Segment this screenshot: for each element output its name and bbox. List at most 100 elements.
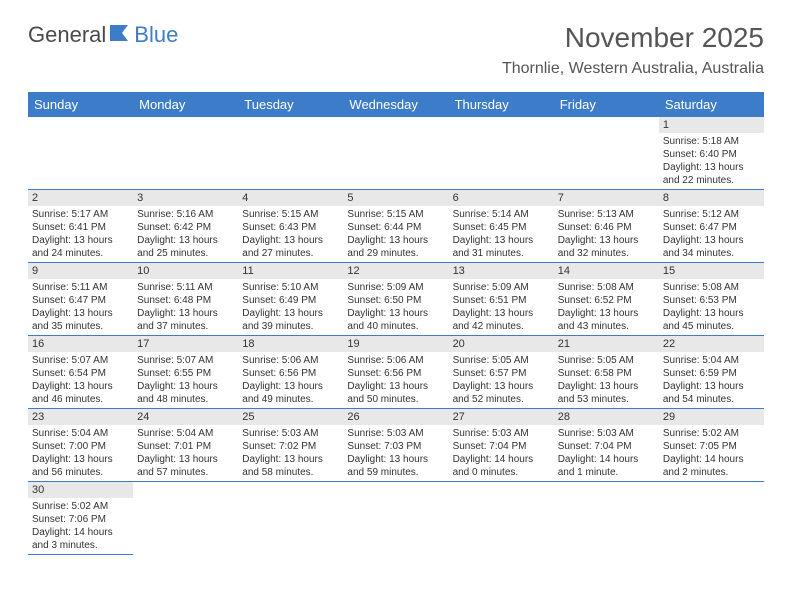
sunset-text: Sunset: 6:55 PM (137, 367, 234, 380)
day-info: Sunrise: 5:04 AMSunset: 6:59 PMDaylight:… (659, 352, 764, 408)
calendar-table: SundayMondayTuesdayWednesdayThursdayFrid… (28, 92, 764, 555)
sunset-text: Sunset: 6:56 PM (242, 367, 339, 380)
sunrise-text: Sunrise: 5:03 AM (453, 427, 550, 440)
day-header: Saturday (659, 92, 764, 117)
sunrise-text: Sunrise: 5:14 AM (453, 208, 550, 221)
calendar-cell: 10Sunrise: 5:11 AMSunset: 6:48 PMDayligh… (133, 263, 238, 336)
calendar-cell (28, 117, 133, 190)
calendar-week-row: 1 Sunrise: 5:18 AMSunset: 6:40 PMDaylight… (28, 117, 764, 190)
calendar-cell: 16Sunrise: 5:07 AMSunset: 6:54 PMDayligh… (28, 336, 133, 409)
day-header: Thursday (449, 92, 554, 117)
daylight-text: Daylight: 13 hours and 40 minutes. (347, 307, 444, 333)
sunset-text: Sunset: 6:40 PM (663, 148, 760, 161)
daylight-text: Daylight: 13 hours and 22 minutes. (663, 161, 760, 187)
day-number: 10 (133, 263, 238, 279)
location-text: Thornlie, Western Australia, Australia (502, 60, 764, 78)
calendar-week-row: 30Sunrise: 5:02 AMSunset: 7:06 PMDayligh… (28, 482, 764, 555)
sunrise-text: Sunrise: 5:11 AM (137, 281, 234, 294)
calendar-cell (238, 482, 343, 555)
calendar-cell (343, 482, 448, 555)
sunset-text: Sunset: 7:00 PM (32, 440, 129, 453)
daylight-text: Daylight: 13 hours and 57 minutes. (137, 453, 234, 479)
sunset-text: Sunset: 6:51 PM (453, 294, 550, 307)
day-info: Sunrise: 5:06 AMSunset: 6:56 PMDaylight:… (343, 352, 448, 408)
day-info: Sunrise: 5:09 AMSunset: 6:51 PMDaylight:… (449, 279, 554, 335)
day-info: Sunrise: 5:11 AMSunset: 6:47 PMDaylight:… (28, 279, 133, 335)
sunrise-text: Sunrise: 5:03 AM (558, 427, 655, 440)
sunset-text: Sunset: 6:59 PM (663, 367, 760, 380)
day-info: Sunrise: 5:02 AMSunset: 7:05 PMDaylight:… (659, 425, 764, 481)
daylight-text: Daylight: 13 hours and 39 minutes. (242, 307, 339, 333)
daylight-text: Daylight: 13 hours and 24 minutes. (32, 234, 129, 260)
calendar-page: General Blue November 2025 Thornlie, Wes… (0, 0, 792, 612)
day-number: 7 (554, 190, 659, 206)
day-number: 27 (449, 409, 554, 425)
day-info: Sunrise: 5:03 AMSunset: 7:04 PMDaylight:… (554, 425, 659, 481)
calendar-cell: 18Sunrise: 5:06 AMSunset: 6:56 PMDayligh… (238, 336, 343, 409)
daylight-text: Daylight: 13 hours and 31 minutes. (453, 234, 550, 260)
calendar-cell (554, 117, 659, 190)
sunrise-text: Sunrise: 5:12 AM (663, 208, 760, 221)
calendar-cell: 29Sunrise: 5:02 AMSunset: 7:05 PMDayligh… (659, 409, 764, 482)
calendar-cell (554, 482, 659, 555)
sunset-text: Sunset: 7:05 PM (663, 440, 760, 453)
calendar-cell: 12Sunrise: 5:09 AMSunset: 6:50 PMDayligh… (343, 263, 448, 336)
sunset-text: Sunset: 7:02 PM (242, 440, 339, 453)
calendar-header-row: SundayMondayTuesdayWednesdayThursdayFrid… (28, 92, 764, 117)
sunrise-text: Sunrise: 5:04 AM (663, 354, 760, 367)
day-info: Sunrise: 5:04 AMSunset: 7:01 PMDaylight:… (133, 425, 238, 481)
calendar-cell (133, 482, 238, 555)
calendar-cell: 14Sunrise: 5:08 AMSunset: 6:52 PMDayligh… (554, 263, 659, 336)
sunrise-text: Sunrise: 5:04 AM (32, 427, 129, 440)
day-info: Sunrise: 5:15 AMSunset: 6:44 PMDaylight:… (343, 206, 448, 262)
calendar-cell: 21Sunrise: 5:05 AMSunset: 6:58 PMDayligh… (554, 336, 659, 409)
daylight-text: Daylight: 13 hours and 54 minutes. (663, 380, 760, 406)
daylight-text: Daylight: 13 hours and 29 minutes. (347, 234, 444, 260)
sunset-text: Sunset: 7:03 PM (347, 440, 444, 453)
sunrise-text: Sunrise: 5:08 AM (558, 281, 655, 294)
calendar-cell: 30Sunrise: 5:02 AMSunset: 7:06 PMDayligh… (28, 482, 133, 555)
calendar-cell: 8Sunrise: 5:12 AMSunset: 6:47 PMDaylight… (659, 190, 764, 263)
logo: General Blue (28, 22, 178, 48)
day-header: Sunday (28, 92, 133, 117)
sunrise-text: Sunrise: 5:03 AM (347, 427, 444, 440)
sunset-text: Sunset: 6:45 PM (453, 221, 550, 234)
calendar-week-row: 2Sunrise: 5:17 AMSunset: 6:41 PMDaylight… (28, 190, 764, 263)
sunset-text: Sunset: 6:49 PM (242, 294, 339, 307)
daylight-text: Daylight: 14 hours and 2 minutes. (663, 453, 760, 479)
day-info: Sunrise: 5:03 AMSunset: 7:04 PMDaylight:… (449, 425, 554, 481)
day-number: 15 (659, 263, 764, 279)
sunset-text: Sunset: 6:57 PM (453, 367, 550, 380)
sunset-text: Sunset: 7:04 PM (453, 440, 550, 453)
logo-text-blue: Blue (114, 22, 178, 48)
day-number: 5 (343, 190, 448, 206)
day-number: 29 (659, 409, 764, 425)
day-info: Sunrise: 5:03 AMSunset: 7:02 PMDaylight:… (238, 425, 343, 481)
day-number: 1 (659, 117, 764, 133)
day-info: Sunrise: 5:09 AMSunset: 6:50 PMDaylight:… (343, 279, 448, 335)
sunrise-text: Sunrise: 5:05 AM (558, 354, 655, 367)
day-info: Sunrise: 5:06 AMSunset: 6:56 PMDaylight:… (238, 352, 343, 408)
title-block: November 2025 Thornlie, Western Australi… (502, 22, 764, 78)
calendar-cell (449, 482, 554, 555)
calendar-cell (659, 482, 764, 555)
daylight-text: Daylight: 13 hours and 37 minutes. (137, 307, 234, 333)
day-number: 20 (449, 336, 554, 352)
sunset-text: Sunset: 6:53 PM (663, 294, 760, 307)
calendar-cell: 20Sunrise: 5:05 AMSunset: 6:57 PMDayligh… (449, 336, 554, 409)
sunrise-text: Sunrise: 5:18 AM (663, 135, 760, 148)
day-info: Sunrise: 5:16 AMSunset: 6:42 PMDaylight:… (133, 206, 238, 262)
daylight-text: Daylight: 13 hours and 52 minutes. (453, 380, 550, 406)
daylight-text: Daylight: 13 hours and 59 minutes. (347, 453, 444, 479)
calendar-cell: 6Sunrise: 5:14 AMSunset: 6:45 PMDaylight… (449, 190, 554, 263)
daylight-text: Daylight: 13 hours and 43 minutes. (558, 307, 655, 333)
day-header: Wednesday (343, 92, 448, 117)
sunset-text: Sunset: 6:50 PM (347, 294, 444, 307)
sunrise-text: Sunrise: 5:02 AM (663, 427, 760, 440)
sunrise-text: Sunrise: 5:15 AM (242, 208, 339, 221)
sunset-text: Sunset: 6:43 PM (242, 221, 339, 234)
calendar-cell: 1 Sunrise: 5:18 AMSunset: 6:40 PMDaylight… (659, 117, 764, 190)
daylight-text: Daylight: 13 hours and 49 minutes. (242, 380, 339, 406)
day-info: Sunrise: 5:04 AMSunset: 7:00 PMDaylight:… (28, 425, 133, 481)
sunset-text: Sunset: 7:01 PM (137, 440, 234, 453)
